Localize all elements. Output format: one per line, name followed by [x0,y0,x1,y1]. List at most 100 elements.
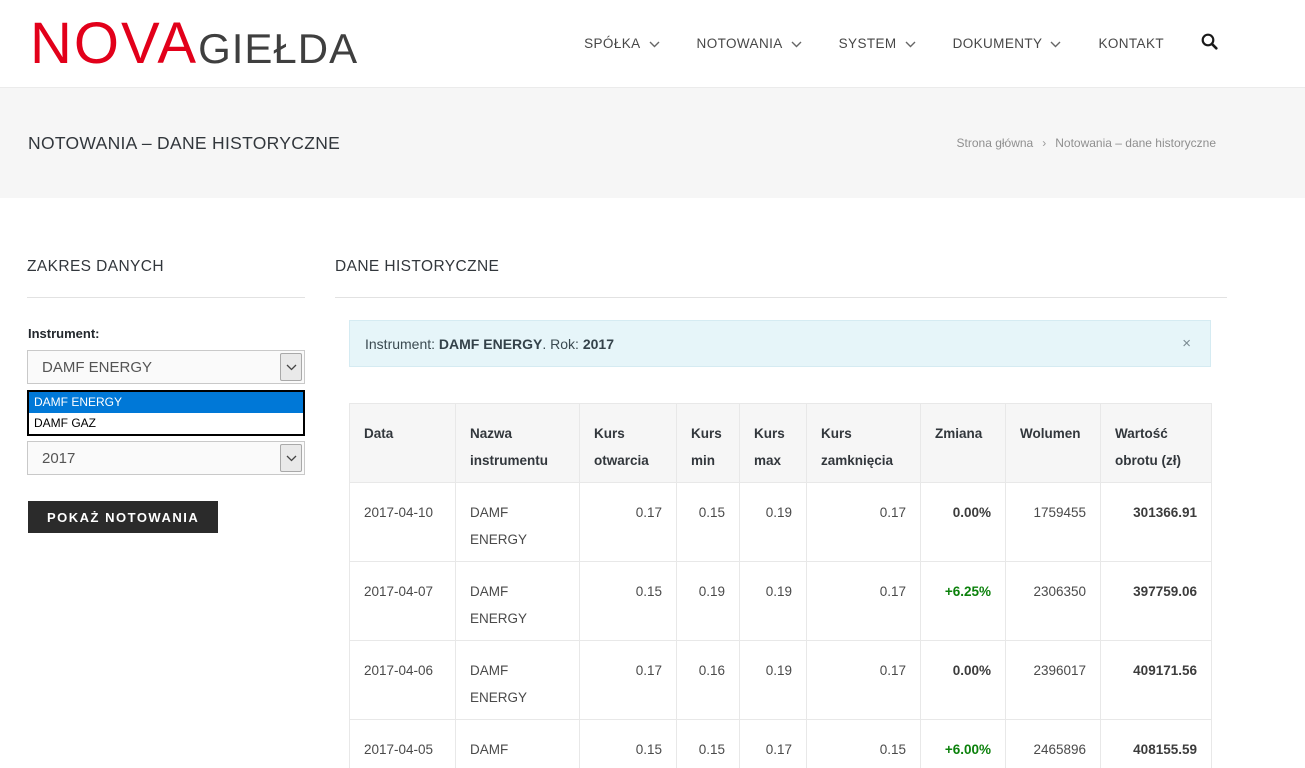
cell-value: 408155.59 [1100,719,1212,768]
search-icon [1201,33,1218,55]
cell-name: DAMF ENERGY [455,482,580,562]
nav-item-label: SYSTEM [838,36,897,51]
instrument-label: Instrument: [28,326,100,341]
cell-max: 0.19 [739,482,807,562]
main-title: DANE HISTORYCZNE [335,258,500,275]
col-header-wartosc: Wartość obrotu (zł) [1100,403,1212,483]
cell-max: 0.19 [739,640,807,720]
col-header-max: Kurs max [739,403,807,483]
col-header-min: Kurs min [676,403,740,483]
breadcrumb-separator: › [1042,136,1047,150]
nav-item-label: SPÓŁKA [584,36,641,51]
info-alert: Instrument: DAMF ENERGY. Rok: 2017 × [349,320,1211,367]
year-select[interactable]: 2017 [27,441,305,475]
breadcrumb-home-link[interactable]: Strona główna [956,136,1034,150]
chevron-down-icon [1050,36,1061,51]
cell-close: 0.17 [806,640,921,720]
cell-change: 0.00% [920,640,1006,720]
content: ZAKRES DANYCH Instrument: DAMF ENERGY DA… [0,198,1305,768]
cell-change: 0.00% [920,482,1006,562]
cell-close: 0.17 [806,482,921,562]
sidebar-divider [27,297,305,298]
select-arrow-button[interactable] [280,353,302,381]
col-header-zamkniecia: Kurs zamknięcia [806,403,921,483]
nav-item-label: NOTOWANIA [696,36,783,51]
alert-middle: . Rok: [542,335,583,352]
alert-prefix: Instrument: [365,335,439,352]
option-damf-energy[interactable]: DAMF ENERGY [29,392,303,413]
cell-change: +6.25% [920,561,1006,641]
cell-name: DAMF ENERGY [455,719,580,768]
col-header-data: Data [349,403,456,483]
col-header-wolumen: Wolumen [1005,403,1101,483]
cell-value: 397759.06 [1100,561,1212,641]
instrument-select-value: DAMF ENERGY [42,358,153,376]
page-title: NOTOWANIA – DANE HISTORYCZNE [28,132,341,153]
instrument-options-list: DAMF ENERGY DAMF GAZ [27,390,305,436]
nav-item-system[interactable]: SYSTEM [839,36,916,51]
cell-volume: 1759455 [1005,482,1101,562]
chevron-down-icon [905,36,916,51]
cell-date: 2017-04-06 [349,640,456,720]
cell-min: 0.15 [676,482,740,562]
cell-date: 2017-04-05 [349,719,456,768]
col-header-nazwa: Nazwa instrumentu [455,403,580,483]
cell-close: 0.17 [806,561,921,641]
site-header: NOVA GIEŁDA SPÓŁKA NOTOWANIA SYSTEM DOKUM… [0,0,1305,87]
search-button[interactable] [1201,33,1218,55]
main-dane-historyczne: DANE HISTORYCZNE Instrument: DAMF ENERGY… [335,258,1227,768]
cell-min: 0.15 [676,719,740,768]
logo-primary-text: NOVA [30,10,199,76]
year-select-value: 2017 [42,449,76,467]
col-header-zmiana: Zmiana [920,403,1006,483]
breadcrumb-current: Notowania – dane historyczne [1055,136,1216,150]
nav-item-spolka[interactable]: SPÓŁKA [584,36,660,51]
cell-open: 0.15 [579,719,677,768]
cell-open: 0.17 [579,482,677,562]
cell-open: 0.17 [579,640,677,720]
nav-item-kontakt[interactable]: KONTAKT [1098,36,1164,51]
col-header-otwarcia: Kurs otwarcia [579,403,677,483]
cell-max: 0.19 [739,561,807,641]
cell-volume: 2306350 [1005,561,1101,641]
instrument-select[interactable]: DAMF ENERGY [27,350,305,384]
alert-year: 2017 [582,335,614,352]
sidebar-title: ZAKRES DANYCH [27,258,164,275]
option-damf-gaz[interactable]: DAMF GAZ [29,413,303,434]
cell-date: 2017-04-07 [349,561,456,641]
cell-max: 0.17 [739,719,807,768]
show-quotes-button[interactable]: POKAŻ NOTOWANIA [28,501,219,533]
cell-min: 0.16 [676,640,740,720]
alert-instrument: DAMF ENERGY [438,335,543,352]
sidebar-zakres-danych: ZAKRES DANYCH Instrument: DAMF ENERGY DA… [27,258,305,533]
cell-close: 0.15 [806,719,921,768]
cell-value: 409171.56 [1100,640,1212,720]
table-row: 2017-04-06 DAMF ENERGY 0.17 0.16 0.19 0.… [349,640,1212,720]
main-nav: SPÓŁKA NOTOWANIA SYSTEM DOKUMENTY KONTAK… [584,33,1218,55]
historical-data-table: Data Nazwa instrumentu Kurs otwarcia Kur… [349,403,1212,768]
nav-item-label: KONTAKT [1098,36,1164,51]
select-arrow-button[interactable] [280,444,302,472]
cell-open: 0.15 [579,561,677,641]
cell-date: 2017-04-10 [349,482,456,562]
cell-volume: 2465896 [1005,719,1101,768]
alert-text: Instrument: DAMF ENERGY. Rok: 2017 [365,336,1178,352]
nav-item-dokumenty[interactable]: DOKUMENTY [953,36,1062,51]
cell-name: DAMF ENERGY [455,561,580,641]
chevron-down-icon [791,36,802,51]
page-title-band: NOTOWANIA – DANE HISTORYCZNE Strona głów… [0,87,1305,198]
cell-min: 0.19 [676,561,740,641]
cell-value: 301366.91 [1100,482,1212,562]
close-icon[interactable]: × [1182,335,1191,352]
logo-secondary-text: GIEŁDA [198,24,359,72]
table-header-row: Data Nazwa instrumentu Kurs otwarcia Kur… [349,403,1212,483]
cell-change: +6.00% [920,719,1006,768]
nav-item-notowania[interactable]: NOTOWANIA [697,36,802,51]
cell-volume: 2396017 [1005,640,1101,720]
table-row: 2017-04-05 DAMF ENERGY 0.15 0.15 0.17 0.… [349,719,1212,768]
site-logo[interactable]: NOVA GIEŁDA [30,10,359,76]
breadcrumb: Strona główna › Notowania – dane history… [957,136,1216,150]
main-divider [335,297,1227,298]
table-row: 2017-04-10 DAMF ENERGY 0.17 0.15 0.19 0.… [349,482,1212,562]
